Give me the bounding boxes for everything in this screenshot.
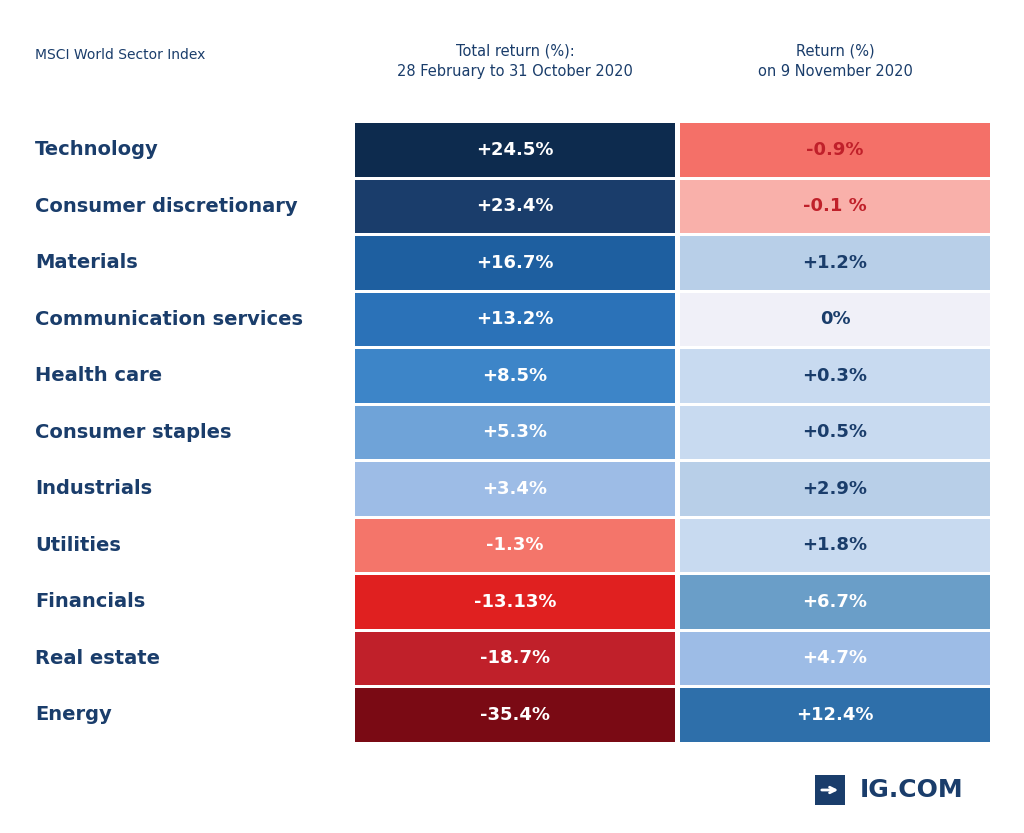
Text: -35.4%: -35.4% (480, 706, 550, 724)
Text: +8.5%: +8.5% (482, 367, 548, 385)
Text: +12.4%: +12.4% (797, 706, 873, 724)
Text: MSCI World Sector Index: MSCI World Sector Index (35, 48, 206, 62)
Text: Real estate: Real estate (35, 649, 160, 668)
Text: Consumer discretionary: Consumer discretionary (35, 197, 298, 216)
Text: -0.1 %: -0.1 % (803, 197, 867, 215)
Text: Consumer staples: Consumer staples (35, 423, 231, 441)
Bar (680, 631, 990, 685)
Text: Health care: Health care (35, 367, 162, 385)
Text: +3.4%: +3.4% (482, 480, 548, 498)
Text: +23.4%: +23.4% (476, 197, 554, 215)
Bar (355, 179, 675, 233)
Text: Utilities: Utilities (35, 536, 121, 555)
Text: +13.2%: +13.2% (476, 310, 554, 328)
Bar (355, 631, 675, 685)
Bar (355, 688, 675, 741)
Text: Technology: Technology (35, 140, 159, 159)
Text: +0.5%: +0.5% (803, 423, 867, 441)
Text: 0%: 0% (819, 310, 850, 328)
Text: -0.9%: -0.9% (806, 141, 864, 159)
Text: Materials: Materials (35, 253, 138, 272)
Bar (680, 123, 990, 177)
Text: +1.8%: +1.8% (803, 536, 867, 554)
Bar (815, 775, 845, 805)
Bar (680, 518, 990, 572)
Text: +6.7%: +6.7% (803, 593, 867, 611)
Text: +2.9%: +2.9% (803, 480, 867, 498)
Bar (680, 236, 990, 290)
Text: Communication services: Communication services (35, 310, 303, 329)
Bar (355, 462, 675, 516)
Bar (680, 179, 990, 233)
Text: +5.3%: +5.3% (482, 423, 548, 441)
Bar (355, 236, 675, 290)
Text: -1.3%: -1.3% (486, 536, 544, 554)
Bar (680, 575, 990, 629)
Bar (680, 406, 990, 459)
Bar (355, 575, 675, 629)
Text: -13.13%: -13.13% (474, 593, 556, 611)
Text: +16.7%: +16.7% (476, 254, 554, 272)
Text: -18.7%: -18.7% (480, 649, 550, 667)
Text: Energy: Energy (35, 706, 112, 724)
Bar (355, 518, 675, 572)
Text: +0.3%: +0.3% (803, 367, 867, 385)
Bar (355, 123, 675, 177)
Bar (355, 406, 675, 459)
Text: Financials: Financials (35, 592, 145, 611)
Bar (680, 688, 990, 741)
Text: IG.COM: IG.COM (860, 778, 964, 802)
Text: Return (%)
on 9 November 2020: Return (%) on 9 November 2020 (758, 43, 912, 79)
Text: Industrials: Industrials (35, 479, 153, 498)
Bar (680, 292, 990, 346)
Text: Total return (%):
28 February to 31 October 2020: Total return (%): 28 February to 31 Octo… (397, 43, 633, 79)
Bar (680, 462, 990, 516)
Text: +1.2%: +1.2% (803, 254, 867, 272)
Text: +24.5%: +24.5% (476, 141, 554, 159)
Bar (680, 349, 990, 402)
Text: +4.7%: +4.7% (803, 649, 867, 667)
Bar (355, 292, 675, 346)
Bar (355, 349, 675, 402)
